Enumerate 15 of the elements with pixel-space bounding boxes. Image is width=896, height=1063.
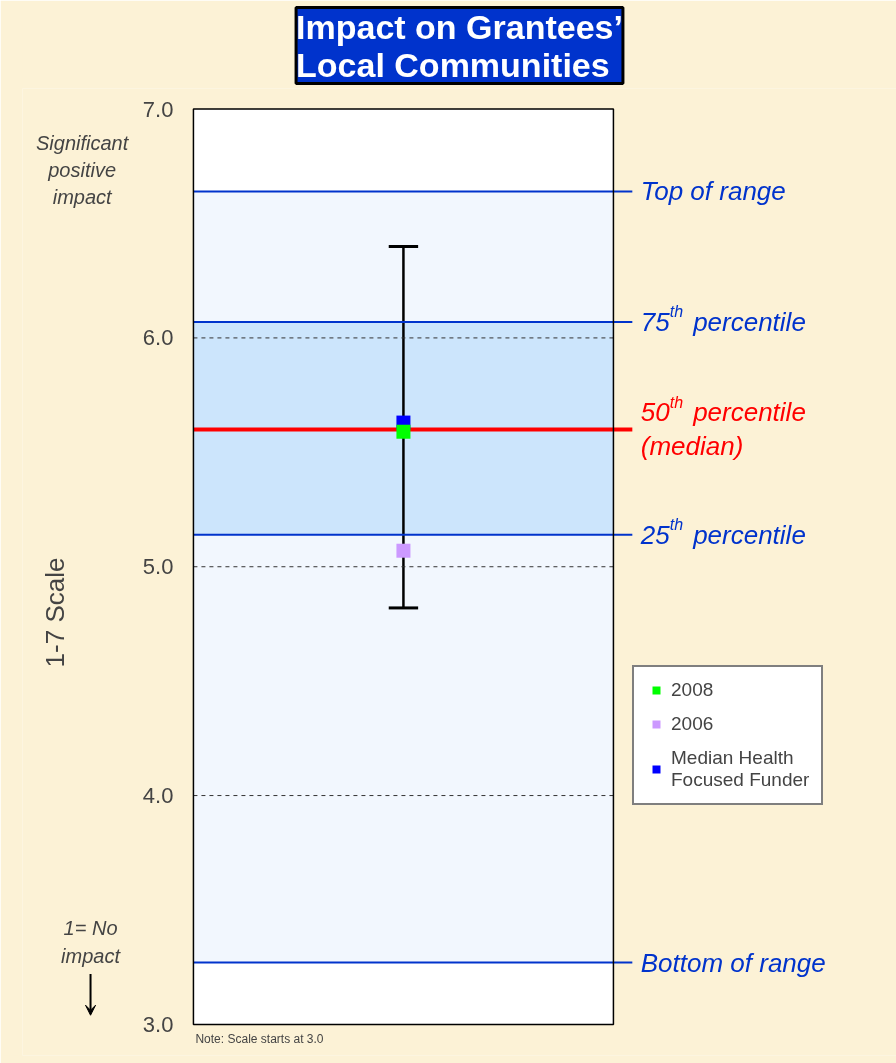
text: Significant positive impact — [36, 132, 130, 209]
legend-label: 2006 — [671, 713, 714, 735]
y-axis-title: 1-7 Scale — [39, 557, 70, 668]
legend-label: Median Health Focused Funder — [671, 747, 810, 791]
y-tick-label: 4.0 — [142, 783, 174, 809]
chart-title: Impact on Grantees’ Local Communities — [296, 7, 623, 84]
text: Note: Scale starts at 3.0 — [195, 1032, 324, 1047]
ref-line-label: Top of range — [640, 176, 786, 207]
legend-label: 2008 — [671, 679, 714, 701]
y-tick-label: 5.0 — [142, 554, 174, 580]
y-tick-label: 7.0 — [142, 96, 174, 122]
y-tick-label: 3.0 — [142, 1011, 174, 1037]
ref-line-label: Bottom of range — [640, 947, 826, 978]
text: 1= No impact — [61, 917, 122, 968]
y-tick-label: 6.0 — [142, 325, 174, 351]
